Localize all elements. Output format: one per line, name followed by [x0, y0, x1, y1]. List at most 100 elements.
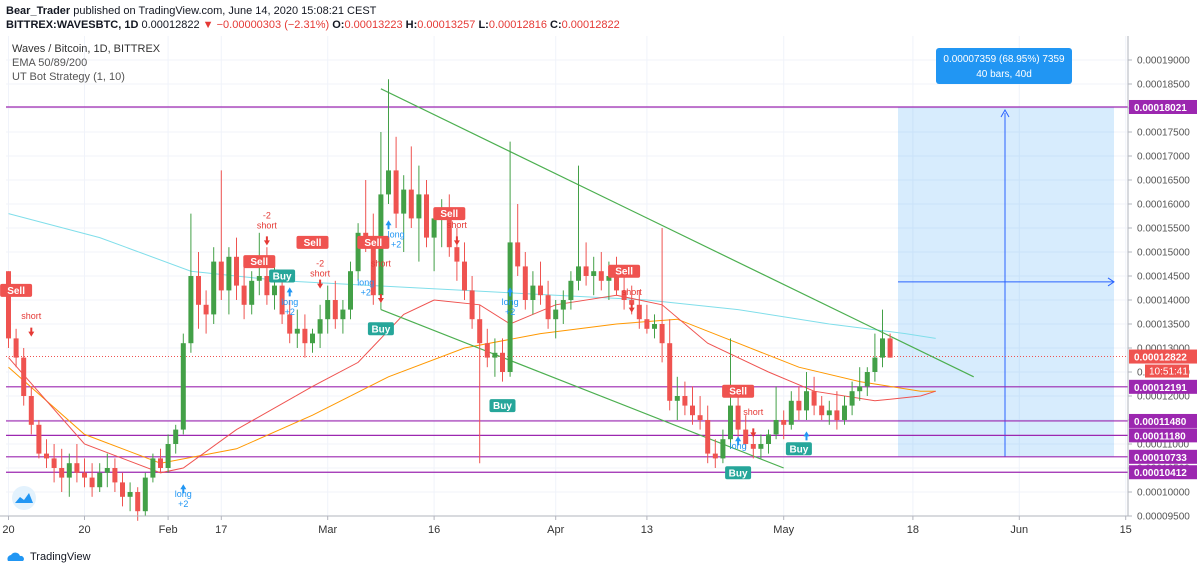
- signal-label: Buy: [371, 324, 390, 335]
- candle-body: [424, 194, 429, 238]
- legend-ema: EMA 50/89/200: [12, 57, 87, 69]
- sell-signal-box: [0, 283, 33, 297]
- candle-body: [294, 328, 300, 334]
- level-price-label: 0.00010733: [1134, 453, 1187, 464]
- signal-text: -2: [316, 258, 324, 268]
- publisher-line: Bear_Trader published on TradingView.com…: [6, 5, 376, 17]
- candle-body: [636, 304, 642, 320]
- candle-body: [408, 189, 414, 219]
- candle-body: [743, 429, 749, 444]
- candle-body: [788, 400, 794, 425]
- sell-signal-box: [243, 255, 276, 269]
- candle-body: [576, 266, 581, 281]
- close-label: C:: [550, 19, 562, 31]
- long-arrow-icon: [803, 431, 810, 441]
- candle-body: [59, 468, 65, 478]
- candle-body: [674, 396, 680, 401]
- candle-body: [325, 300, 331, 320]
- trendlines[interactable]: [380, 88, 974, 469]
- sell-signal-box: [357, 235, 390, 249]
- time-tick-label: Apr: [547, 524, 564, 536]
- level-price-label: 0.00011180: [1134, 431, 1186, 442]
- candle-body: [196, 276, 201, 305]
- time-axis[interactable]: 2020Feb17Mar16Apr13May18Jun15Jul13: [0, 515, 1200, 536]
- signal-label: Buy: [493, 401, 512, 412]
- open-label: O:: [332, 19, 345, 31]
- signal-text: short: [447, 220, 468, 230]
- short-arrow-icon: [628, 303, 635, 313]
- candle-body: [393, 170, 399, 214]
- time-tick-label: 15: [1120, 524, 1132, 536]
- candle-body: [348, 271, 353, 310]
- candle-body: [553, 309, 559, 320]
- candle-body: [750, 444, 756, 449]
- signal-label: Sell: [364, 238, 382, 249]
- measure-label-box: [936, 48, 1072, 84]
- measure-tool[interactable]: 0.00007359 (68.95%) 7359 40 bars, 40d: [898, 48, 1115, 457]
- price-axis[interactable]: 0.000190000.000185000.000180000.00017500…: [1127, 36, 1200, 546]
- candle-body: [522, 266, 528, 300]
- signal-label: Sell: [615, 267, 633, 278]
- candle-body: [135, 492, 141, 512]
- candle-body: [507, 242, 513, 372]
- candle-body: [6, 271, 11, 339]
- candle-body: [652, 324, 657, 329]
- legend-strategy: UT Bot Strategy (1, 10): [12, 71, 125, 83]
- sell-signal-box: [608, 264, 641, 278]
- publish-info: published on TradingView.com, June 14, 2…: [73, 5, 377, 17]
- buy-signal-box: [269, 269, 296, 283]
- last-price-tag: [1129, 349, 1197, 364]
- candle-body: [203, 304, 209, 315]
- candle-body: [773, 420, 779, 435]
- signal-text: short: [310, 268, 331, 278]
- time-tick-label: 20: [78, 524, 90, 536]
- signal-text: +2: [361, 288, 371, 298]
- candle-body: [431, 218, 437, 238]
- candle-body: [667, 343, 673, 401]
- current-price: 0.00012822: [141, 19, 200, 31]
- price-chart[interactable]: 0.00007359 (68.95%) 7359 40 bars, 40d Sel…: [0, 36, 1200, 546]
- candle-body: [462, 261, 467, 291]
- signal-text: -2: [263, 210, 271, 220]
- long-arrow-icon: [385, 220, 392, 230]
- candle-body: [887, 338, 893, 358]
- candle-body: [386, 170, 391, 195]
- publisher-name[interactable]: Bear_Trader: [6, 5, 71, 17]
- tradingview-logo[interactable]: TradingView: [6, 550, 91, 564]
- strategy-signals: Sellshort-2shortSellBuylong+2Sell-2short…: [0, 207, 812, 509]
- trendline: [380, 88, 974, 378]
- price-tick-label: 0.00013000: [1137, 344, 1190, 355]
- candle-body: [279, 285, 285, 315]
- countdown-label: 10:51:41: [1149, 367, 1188, 378]
- high-value: 0.00013257: [417, 19, 476, 31]
- sell-signal-box: [433, 207, 466, 221]
- candle-body: [310, 333, 315, 344]
- short-arrow-icon: [750, 428, 757, 438]
- signal-label: Sell: [250, 257, 268, 268]
- candle-body: [302, 328, 308, 344]
- level-price-tag: [1129, 413, 1197, 428]
- candle-body: [682, 396, 688, 406]
- sell-signal-box: [296, 235, 329, 249]
- level-price-tag: [1129, 428, 1197, 443]
- sell-signal-box: [722, 384, 755, 398]
- candle-body: [720, 439, 726, 459]
- level-price-tag: [1129, 465, 1197, 480]
- candle-body: [515, 242, 521, 267]
- candle-body: [120, 482, 125, 497]
- candle-body: [477, 319, 483, 344]
- signal-text: +2: [505, 307, 515, 317]
- candle-body: [766, 434, 771, 444]
- candle-body: [872, 357, 878, 372]
- tradingview-brand: TradingView: [30, 551, 91, 563]
- candle-body: [21, 357, 27, 396]
- buy-signal-box: [367, 322, 394, 336]
- candle-body: [598, 271, 604, 281]
- time-tick-label: 18: [907, 524, 919, 536]
- price-tick-label: 0.00012000: [1137, 392, 1190, 403]
- candle-body: [629, 300, 635, 305]
- short-arrow-icon: [317, 279, 324, 289]
- price-tick-label: 0.00009500: [1137, 512, 1190, 523]
- signal-text: +2: [178, 499, 188, 509]
- candle-body: [446, 213, 452, 248]
